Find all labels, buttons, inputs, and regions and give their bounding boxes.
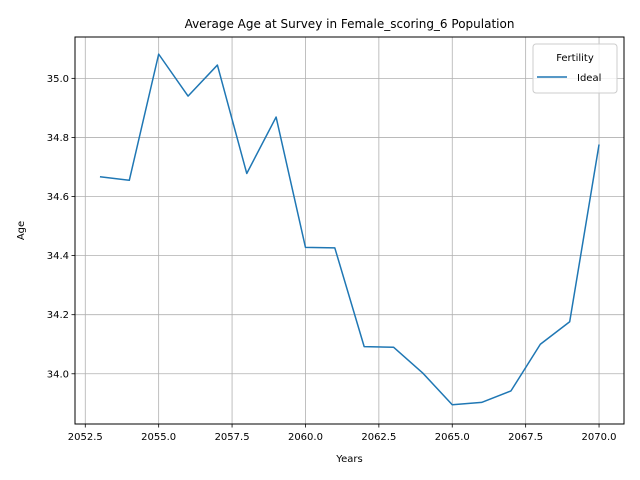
y-axis: 34.0 34.2 34.4 34.6 34.8 35.0 (47, 74, 75, 380)
y-axis-label: Age (16, 221, 27, 240)
y-tick-label: 34.2 (47, 310, 69, 321)
x-tick-label: 2060.0 (288, 432, 323, 443)
series-layer (99, 53, 600, 406)
legend: Fertility Ideal (532, 43, 618, 94)
x-axis: 2052.5 2055.0 2057.5 2060.0 2062.5 2065.0 2067… (68, 424, 617, 443)
chart-title: Average Age at Survey in Female_scoring_… (185, 17, 515, 31)
x-tick-label: 2070.0 (582, 432, 617, 443)
x-tick-label: 2067.5 (508, 432, 543, 443)
plot-frame (74, 36, 625, 425)
x-tick-label: 2065.0 (435, 432, 470, 443)
series-line-ideal (99, 53, 600, 406)
x-tick-label: 2055.0 (141, 432, 176, 443)
y-tick-label: 34.0 (47, 369, 69, 380)
y-tick-label: 34.6 (47, 192, 69, 203)
x-tick-label: 2052.5 (68, 432, 103, 443)
grid (75, 37, 624, 424)
legend-box (532, 43, 618, 94)
legend-title: Fertility (556, 53, 594, 64)
legend-entry-ideal: Ideal (577, 73, 601, 84)
y-tick-label: 34.4 (47, 251, 69, 262)
y-tick-label: 35.0 (47, 74, 69, 85)
x-tick-label: 2062.5 (361, 432, 396, 443)
y-tick-label: 34.8 (47, 133, 69, 144)
x-tick-label: 2057.5 (215, 432, 250, 443)
x-axis-label: Years (335, 454, 362, 465)
